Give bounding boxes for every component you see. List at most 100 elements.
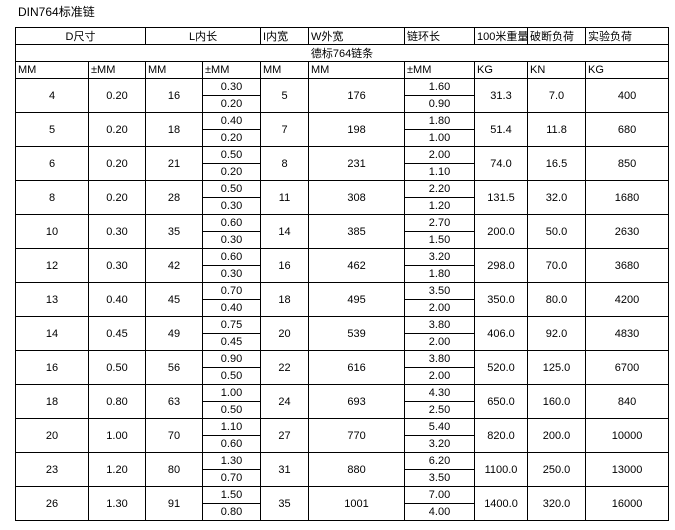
header-d-size: D尺寸 [14,27,147,45]
unit-cell-w-mm: MM [308,61,406,79]
cell-weight: 820.0 [474,418,529,453]
cell-d-tolerance: 1.30 [87,486,147,521]
unit-cell-l-mm: MM [145,61,204,79]
cell-weight: 31.3 [474,78,529,113]
cell-break-load: 70.0 [527,248,587,283]
cell-l-length: 16 [145,78,204,113]
cell-d-tolerance: 0.80 [87,384,147,419]
cell-ring-tolerance: 3.80 2.00 [404,316,476,351]
cell-ring-tolerance-lower: 0.90 [428,98,451,110]
cell-l-tolerance-upper: 0.75 [203,318,260,334]
cell-d-tolerance: 0.45 [87,316,147,351]
cell-w-width: 539 [308,316,406,351]
cell-weight: 74.0 [474,146,529,181]
cell-d-size: 10 [15,214,89,249]
table-row: 12 0.30 42 0.60 0.30 16 462 3.20 1.80 29… [15,248,670,283]
cell-d-tolerance: 0.40 [87,282,147,317]
table-row: 26 1.30 91 1.50 0.80 35 1001 7.00 4.00 1… [15,486,670,521]
cell-ring-tolerance-lower: 3.50 [428,472,451,484]
cell-i-width: 11 [260,180,310,215]
table-row: 6 0.20 21 0.50 0.20 8 231 2.00 1.10 74.0… [15,146,670,181]
unit-cell-test-kg: KG [585,61,670,79]
cell-ring-tolerance: 6.20 3.50 [404,452,476,487]
cell-l-tolerance-lower: 0.20 [220,132,243,144]
header-test-load: 实验负荷 [585,27,670,45]
cell-l-tolerance-upper: 0.70 [203,284,260,300]
cell-d-tolerance: 0.30 [87,248,147,283]
table-subtitle: 德标764链条 [14,44,670,62]
cell-ring-tolerance: 3.20 1.80 [404,248,476,283]
cell-d-size: 23 [15,452,89,487]
cell-ring-tolerance-lower: 1.50 [428,234,451,246]
cell-weight: 131.5 [474,180,529,215]
cell-w-width: 308 [308,180,406,215]
cell-test-load: 16000 [585,486,670,521]
cell-weight: 650.0 [474,384,529,419]
cell-d-tolerance: 0.50 [87,350,147,385]
unit-cell-ring-tol: ±MM [404,61,476,79]
cell-w-width: 198 [308,112,406,147]
cell-break-load: 50.0 [527,214,587,249]
cell-l-tolerance-lower: 0.40 [220,302,243,314]
unit-cell-l-tol: ±MM [202,61,262,79]
cell-weight: 298.0 [474,248,529,283]
cell-l-tolerance-upper: 0.90 [203,352,260,368]
cell-l-tolerance: 0.30 0.20 [202,78,262,113]
cell-ring-tolerance-lower: 2.00 [428,302,451,314]
cell-l-length: 80 [145,452,204,487]
cell-ring-tolerance-upper: 5.40 [405,420,474,436]
unit-cell-d-tol: ±MM [87,61,147,79]
cell-l-tolerance-lower: 0.80 [220,506,243,518]
cell-d-size: 8 [15,180,89,215]
cell-l-length: 21 [145,146,204,181]
header-ring-length: 链环长 [404,27,476,45]
cell-ring-tolerance-upper: 2.20 [405,182,474,198]
cell-d-tolerance: 0.20 [87,146,147,181]
cell-ring-tolerance-upper: 3.20 [405,250,474,266]
cell-l-tolerance-upper: 1.30 [203,454,260,470]
cell-w-width: 770 [308,418,406,453]
cell-l-tolerance: 1.30 0.70 [202,452,262,487]
cell-ring-tolerance-lower: 2.00 [428,336,451,348]
cell-ring-tolerance: 5.40 3.20 [404,418,476,453]
cell-ring-tolerance-upper: 4.30 [405,386,474,402]
cell-i-width: 20 [260,316,310,351]
cell-test-load: 840 [585,384,670,419]
cell-ring-tolerance-upper: 1.80 [405,114,474,130]
cell-ring-tolerance-upper: 3.50 [405,284,474,300]
cell-break-load: 320.0 [527,486,587,521]
cell-break-load: 32.0 [527,180,587,215]
unit-cell-weight-kg: KG [474,61,529,79]
cell-break-load: 160.0 [527,384,587,419]
unit-cell-d-mm: MM [15,61,89,79]
cell-test-load: 6700 [585,350,670,385]
cell-l-length: 56 [145,350,204,385]
cell-l-tolerance-upper: 0.60 [203,250,260,266]
cell-ring-tolerance-upper: 6.20 [405,454,474,470]
cell-l-length: 18 [145,112,204,147]
cell-w-width: 616 [308,350,406,385]
cell-d-size: 6 [15,146,89,181]
cell-l-tolerance-lower: 0.50 [220,370,243,382]
cell-d-tolerance: 0.20 [87,112,147,147]
cell-break-load: 16.5 [527,146,587,181]
chain-spec-table: D尺寸 L内长 I内宽 W外宽 链环长 100米重量 破断负荷 实验负荷 德标7… [14,27,670,521]
cell-l-tolerance: 0.40 0.20 [202,112,262,147]
cell-d-size: 18 [15,384,89,419]
table-row: 13 0.40 45 0.70 0.40 18 495 3.50 2.00 35… [15,282,670,317]
page-title: DIN764标准链 [18,5,95,19]
cell-i-width: 24 [260,384,310,419]
units-row: MM ±MM MM ±MM MM MM ±MM KG KN KG [15,61,670,79]
cell-l-tolerance-upper: 0.30 [203,80,260,96]
cell-break-load: 80.0 [527,282,587,317]
cell-ring-tolerance-lower: 1.80 [428,268,451,280]
table-row: 14 0.45 49 0.75 0.45 20 539 3.80 2.00 40… [15,316,670,351]
cell-l-tolerance-lower: 0.70 [220,472,243,484]
cell-l-length: 63 [145,384,204,419]
cell-l-tolerance-lower: 0.60 [220,438,243,450]
cell-d-size: 26 [15,486,89,521]
cell-l-length: 49 [145,316,204,351]
cell-ring-tolerance-lower: 4.00 [428,506,451,518]
cell-w-width: 693 [308,384,406,419]
cell-l-length: 70 [145,418,204,453]
